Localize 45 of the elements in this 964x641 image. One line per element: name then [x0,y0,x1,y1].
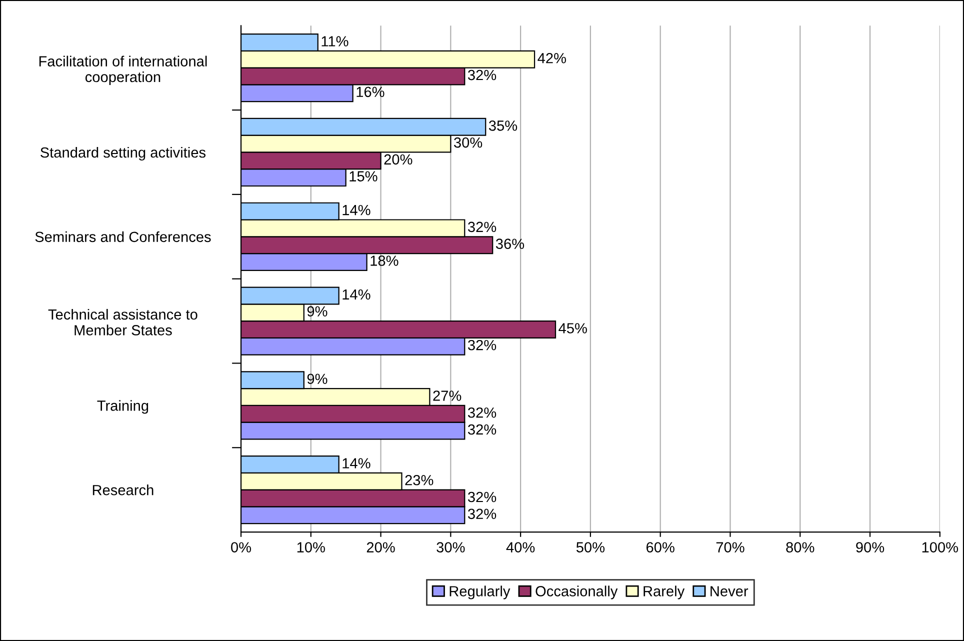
data-label: 20% [384,154,412,165]
data-label: 30% [454,137,482,148]
data-label: 45% [558,323,587,334]
y-tick-label: Training [97,400,148,414]
x-tick-label: 60% [646,542,674,552]
x-tick-label: 90% [856,542,884,552]
x-tick-label: 80% [786,542,814,552]
data-label: 42% [538,52,566,64]
data-label: 32% [468,492,496,502]
data-label: 18% [370,256,398,266]
x-tick-label: 40% [506,542,535,552]
x-tick-label: 100% [922,542,958,552]
data-label: 32% [468,222,496,232]
y-tick-label: Standard setting activities [40,146,206,161]
x-tick-label: 20% [366,542,395,552]
data-label: 23% [405,474,434,486]
data-label: 16% [356,86,384,98]
data-label: 14% [342,289,370,300]
y-tick-label: Facilitation of international cooperation [39,56,207,86]
data-label: 14% [342,204,370,216]
x-tick-label: 30% [436,542,465,552]
x-tick-label: 0% [231,542,252,552]
data-label: 27% [433,390,462,401]
legend-label: Never [710,586,748,596]
legend-label: Rarely [644,586,685,600]
data-label: 15% [350,171,378,182]
data-label: 32% [468,407,496,418]
data-label: 32% [468,340,496,350]
data-label: 9% [307,374,328,384]
y-tick-label: Research [92,484,154,496]
data-label: 14% [342,458,370,468]
data-label: 35% [488,120,518,131]
x-tick-label: 50% [576,542,605,552]
y-tick-label: Seminars and Conferences [35,231,211,242]
y-tick-label: Technical assistance to Member States [48,308,198,336]
x-tick-label: 70% [716,542,744,552]
legend-label: Regularly [450,586,510,600]
data-label: 32% [468,70,496,80]
data-label: 11% [322,36,348,46]
data-label: 32% [468,424,496,435]
data-label: 9% [307,306,328,317]
data-label: 32% [468,508,496,520]
data-label: 36% [496,238,524,249]
x-tick-label: 10% [297,542,325,552]
legend-label: Occasionally [536,586,618,600]
